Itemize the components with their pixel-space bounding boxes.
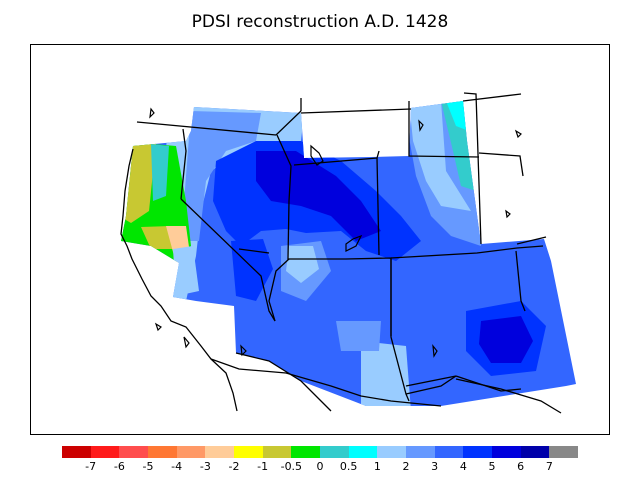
legend-label: 7 <box>545 460 553 473</box>
legend-label: 0.5 <box>339 460 358 473</box>
legend-swatch <box>463 446 493 458</box>
map-title: PDSI reconstruction A.D. 1428 <box>191 12 449 32</box>
legend-label: 6 <box>517 460 525 473</box>
legend-swatch <box>348 446 378 458</box>
legend-swatch <box>119 446 149 458</box>
color-legend: -7 -6 -5 -4 -3 -2 -1 -0.5 0 0.5 1 2 3 4 5 6 7 <box>62 446 579 476</box>
legend-swatch <box>148 446 178 458</box>
legend-swatch <box>234 446 264 458</box>
legend-swatch <box>176 446 206 458</box>
legend-swatch <box>205 446 235 458</box>
legend-label: 3 <box>431 460 439 473</box>
legend-label: 5 <box>488 460 496 473</box>
legend-label: -6 <box>113 460 125 473</box>
legend-swatch <box>262 446 292 458</box>
legend-swatch <box>90 446 120 458</box>
legend-swatch <box>377 446 407 458</box>
coastline <box>120 148 562 414</box>
legend-swatch <box>320 446 350 458</box>
legend-label: -5 <box>142 460 154 473</box>
pdsi-map <box>120 92 576 414</box>
map-frame <box>30 44 610 435</box>
legend-swatch <box>434 446 464 458</box>
legend-label: -3 <box>199 460 211 473</box>
legend-swatch <box>291 446 321 458</box>
legend-label: -7 <box>85 460 97 473</box>
legend-label: -2 <box>228 460 240 473</box>
legend-swatch <box>62 446 92 458</box>
legend-label: 2 <box>402 460 410 473</box>
legend-label: -4 <box>171 460 183 473</box>
legend-label: -1 <box>257 460 269 473</box>
legend-swatch <box>406 446 436 458</box>
legend-label: -0.5 <box>280 460 303 473</box>
legend-label: 0 <box>316 460 324 473</box>
legend-swatch <box>520 446 550 458</box>
legend-label: 1 <box>373 460 381 473</box>
legend-swatch <box>549 446 579 458</box>
state-boundaries <box>136 92 547 402</box>
lakes-islands <box>149 107 522 358</box>
legend-label: 4 <box>459 460 467 473</box>
pdsi-contour-fill <box>121 101 576 406</box>
legend-swatch <box>492 446 522 458</box>
